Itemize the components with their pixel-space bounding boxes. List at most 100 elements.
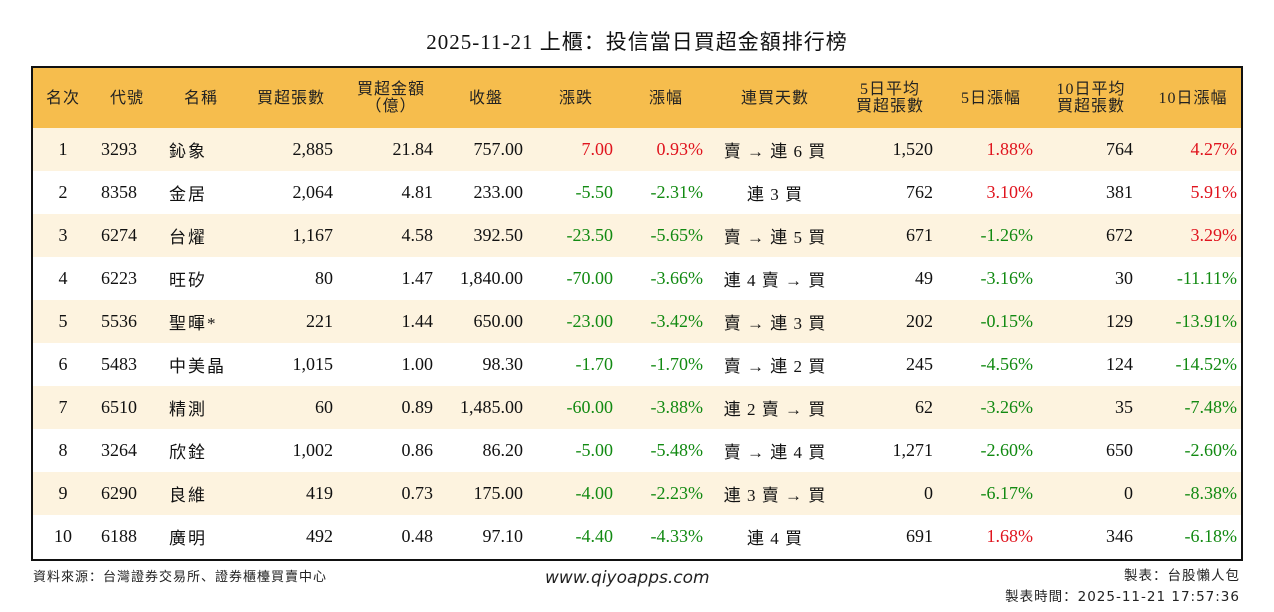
- stock-name-cell: 廣明: [169, 529, 207, 548]
- column-header-label: 5日平均: [859, 81, 920, 98]
- rank-cell: 7: [58, 397, 68, 417]
- close-price-cell: 650.00: [473, 311, 524, 331]
- price-change-cell: -1.70: [575, 354, 614, 374]
- net-buy-lots-cell: 2,064: [292, 182, 334, 202]
- column-header-avg10-lots[interactable]: 10日平均 買超張數: [1041, 68, 1141, 128]
- table-row[interactable]: 8 3264 欣銓 1,002 0.86 86.20 -5.00 -5.48% 賣 → 連 4 …: [33, 429, 1241, 472]
- avg10-lots-cell: 346: [1106, 526, 1133, 546]
- net-buy-lots-cell: 1,015: [292, 354, 334, 374]
- rank-cell: 2: [58, 182, 68, 202]
- change-pct-cell: -5.48%: [650, 440, 704, 460]
- net-buy-amount-cell: 1.00: [401, 354, 434, 374]
- table-row[interactable]: 6 5483 中美晶 1,015 1.00 98.30 -1.70 -1.70% 賣 → 連 2…: [33, 343, 1241, 386]
- avg5-lots-cell: 762: [906, 182, 933, 202]
- stock-name-cell: 鈊象: [169, 142, 207, 161]
- stock-code-cell: 3293: [101, 139, 137, 159]
- avg5-lots-cell: 202: [906, 311, 933, 331]
- column-header-pct5[interactable]: 5日漲幅: [941, 68, 1041, 128]
- table-row[interactable]: 5 5536 聖暉* 221 1.44 650.00 -23.00 -3.42% 賣 → 連 3…: [33, 300, 1241, 343]
- column-header-change-pct[interactable]: 漲幅: [621, 68, 711, 128]
- pct5-cell: 1.88%: [986, 139, 1034, 159]
- pct5-cell: -6.17%: [980, 483, 1034, 503]
- avg5-lots-cell: 1,271: [892, 440, 934, 460]
- stock-name-cell: 旺矽: [169, 271, 207, 290]
- buy-streak-cell: 賣 → 連 3 買: [723, 314, 827, 333]
- column-header-code[interactable]: 代號: [93, 68, 161, 128]
- website-link[interactable]: www.qiyoapps.com: [545, 568, 710, 588]
- pct10-cell: -8.38%: [1184, 483, 1238, 503]
- pct10-cell: -13.91%: [1175, 311, 1238, 331]
- stock-code-cell: 6274: [101, 225, 137, 245]
- avg10-lots-cell: 764: [1106, 139, 1133, 159]
- ranking-table: 名次 代號 名稱 買超張數 買超金額 （億） 收盤 漲跌 漲幅 連買天數 5日平均 買超張數 5日漲幅 1…: [33, 68, 1241, 558]
- table-row[interactable]: 7 6510 精測 60 0.89 1,485.00 -60.00 -3.88% 連 2 賣 →…: [33, 386, 1241, 429]
- rank-cell: 8: [58, 440, 68, 460]
- price-change-cell: -5.50: [575, 182, 614, 202]
- close-price-cell: 97.10: [482, 526, 524, 546]
- stock-name-cell: 精測: [169, 400, 207, 419]
- column-header-buy-streak[interactable]: 連買天數: [711, 68, 839, 128]
- pct5-cell: -3.16%: [980, 268, 1034, 288]
- pct5-cell: -3.26%: [980, 397, 1034, 417]
- change-pct-cell: -4.33%: [650, 526, 704, 546]
- column-header-rank[interactable]: 名次: [33, 68, 93, 128]
- table-row[interactable]: 1 3293 鈊象 2,885 21.84 757.00 7.00 0.93% 賣 → 連 6 …: [33, 128, 1241, 171]
- rank-cell: 9: [58, 483, 68, 503]
- column-header-pct10[interactable]: 10日漲幅: [1141, 68, 1241, 128]
- column-header-net-buy-lots[interactable]: 買超張數: [241, 68, 341, 128]
- price-change-cell: 7.00: [581, 139, 614, 159]
- avg5-lots-cell: 62: [915, 397, 933, 417]
- column-header-close[interactable]: 收盤: [441, 68, 531, 128]
- pct5-cell: -2.60%: [980, 440, 1034, 460]
- net-buy-lots-cell: 419: [306, 483, 333, 503]
- stock-code-cell: 6223: [101, 268, 137, 288]
- change-pct-cell: -3.88%: [650, 397, 704, 417]
- table-header-row: 名次 代號 名稱 買超張數 買超金額 （億） 收盤 漲跌 漲幅 連買天數 5日平均 買超張數 5日漲幅 1…: [33, 68, 1241, 128]
- column-header-label: 收盤: [468, 89, 503, 107]
- table-row[interactable]: 9 6290 良維 419 0.73 175.00 -4.00 -2.23% 連 3 賣 → 買…: [33, 472, 1241, 515]
- column-header-label: 買超金額: [356, 81, 425, 98]
- stock-code-cell: 5536: [101, 311, 137, 331]
- net-buy-amount-cell: 0.73: [401, 483, 434, 503]
- column-header-label: 漲幅: [648, 89, 683, 107]
- net-buy-lots-cell: 221: [306, 311, 333, 331]
- close-price-cell: 86.20: [482, 440, 524, 460]
- table-row[interactable]: 2 8358 金居 2,064 4.81 233.00 -5.50 -2.31% 連 3 買 76…: [33, 171, 1241, 214]
- column-header-change[interactable]: 漲跌: [531, 68, 621, 128]
- column-header-name[interactable]: 名稱: [161, 68, 241, 128]
- footer-credits: 製表：台股懶人包 製表時間：2025-11-21 17:57:36: [1005, 566, 1240, 608]
- stock-name-cell: 中美晶: [169, 357, 226, 376]
- rank-cell: 6: [58, 354, 68, 374]
- column-header-label: 名次: [45, 89, 80, 107]
- table-row[interactable]: 4 6223 旺矽 80 1.47 1,840.00 -70.00 -3.66% 連 4 賣 →…: [33, 257, 1241, 300]
- column-header-label: 漲跌: [558, 89, 593, 107]
- stock-name-cell: 聖暉*: [169, 314, 218, 333]
- net-buy-amount-cell: 4.81: [401, 182, 434, 202]
- close-price-cell: 233.00: [473, 182, 524, 202]
- avg5-lots-cell: 245: [906, 354, 933, 374]
- close-price-cell: 175.00: [473, 483, 524, 503]
- close-price-cell: 757.00: [473, 139, 524, 159]
- pct10-cell: 3.29%: [1190, 225, 1238, 245]
- stock-code-cell: 6510: [101, 397, 137, 417]
- buy-streak-cell: 連 4 買: [747, 529, 803, 548]
- price-change-cell: -60.00: [566, 397, 614, 417]
- net-buy-amount-cell: 0.89: [401, 397, 434, 417]
- column-header-net-buy-amount[interactable]: 買超金額 （億）: [341, 68, 441, 128]
- column-header-sublabel: 買超張數: [855, 98, 924, 115]
- column-header-avg5-lots[interactable]: 5日平均 買超張數: [839, 68, 941, 128]
- pct10-cell: -14.52%: [1175, 354, 1238, 374]
- avg5-lots-cell: 49: [915, 268, 933, 288]
- avg10-lots-cell: 650: [1106, 440, 1133, 460]
- stock-code-cell: 3264: [101, 440, 137, 460]
- net-buy-lots-cell: 492: [306, 526, 333, 546]
- close-price-cell: 98.30: [482, 354, 524, 374]
- table-row[interactable]: 3 6274 台燿 1,167 4.58 392.50 -23.50 -5.65% 賣 → 連 …: [33, 214, 1241, 257]
- table-row[interactable]: 10 6188 廣明 492 0.48 97.10 -4.40 -4.33% 連 4 買 691 1…: [33, 515, 1241, 558]
- avg5-lots-cell: 0: [924, 483, 933, 503]
- stock-name-cell: 台燿: [169, 228, 207, 247]
- avg10-lots-cell: 381: [1106, 182, 1133, 202]
- column-header-label: 代號: [109, 89, 144, 107]
- net-buy-lots-cell: 60: [315, 397, 333, 417]
- column-header-label: 5日漲幅: [960, 89, 1021, 107]
